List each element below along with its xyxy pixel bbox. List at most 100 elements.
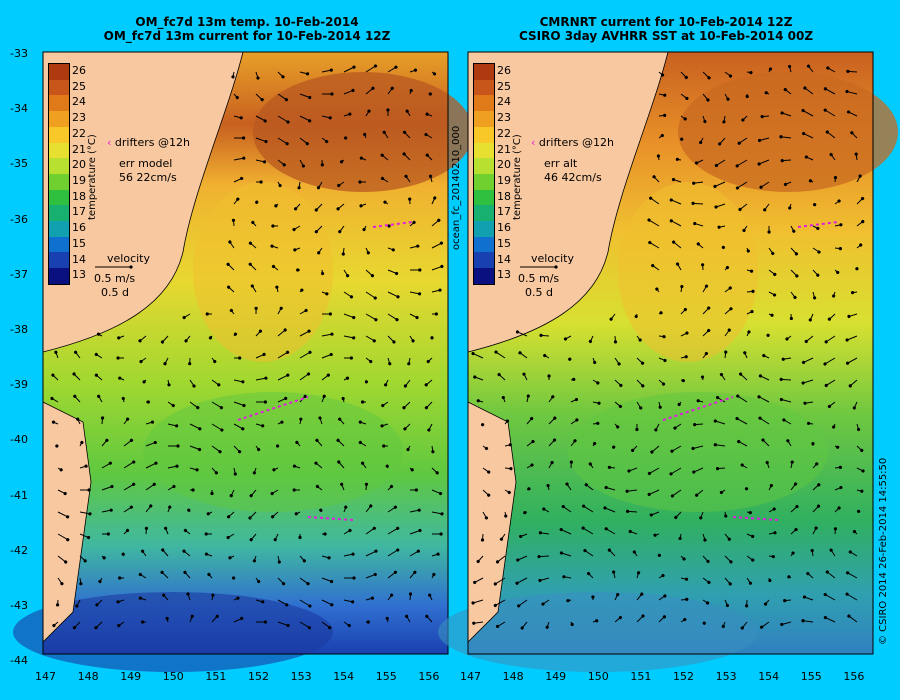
- colorbar-tick-label: 21: [72, 142, 86, 156]
- current-arrow: [856, 196, 865, 205]
- current-arrow: [315, 438, 323, 447]
- right-velocity-duration: 0.5 d: [525, 286, 553, 299]
- current-arrow: [299, 159, 305, 168]
- current-arrow: [680, 307, 687, 315]
- current-arrow: [482, 511, 488, 520]
- current-arrow: [670, 489, 682, 498]
- current-arrow: [636, 379, 645, 388]
- current-arrow: [542, 507, 550, 513]
- colorbar-tick-label: 16: [72, 221, 86, 235]
- current-arrow: [541, 599, 550, 606]
- current-arrow: [713, 443, 726, 447]
- current-arrow: [387, 548, 400, 557]
- left-mainland: [42, 51, 244, 353]
- current-arrow: [801, 379, 814, 385]
- current-arrow: [826, 66, 836, 73]
- colorbar-tick-label: 19: [72, 174, 86, 187]
- current-arrow: [251, 220, 257, 227]
- current-arrow: [783, 181, 792, 187]
- current-arrow: [321, 68, 333, 73]
- current-arrow: [691, 201, 704, 205]
- current-arrow: [702, 351, 708, 359]
- current-arrow: [255, 352, 266, 359]
- current-arrow: [757, 137, 770, 143]
- current-arrow: [694, 159, 704, 165]
- current-arrow: [255, 93, 264, 102]
- current-arrow: [228, 555, 235, 560]
- longitude-tick-label: 156: [418, 670, 440, 683]
- current-arrow: [737, 439, 748, 447]
- current-arrow: [211, 379, 221, 387]
- current-arrow: [57, 489, 67, 496]
- current-arrow: [543, 353, 550, 359]
- current-arrow: [548, 438, 557, 447]
- current-arrow: [693, 221, 704, 227]
- current-arrow: [255, 200, 259, 205]
- current-arrow: [140, 549, 147, 557]
- current-arrow: [123, 417, 130, 425]
- current-arrow: [648, 240, 660, 249]
- colorbar-tick-label: 21: [497, 142, 511, 156]
- current-arrow: [516, 555, 528, 562]
- right-warm-eddy: [618, 182, 758, 362]
- current-arrow: [850, 131, 858, 139]
- current-arrow: [161, 548, 169, 557]
- current-arrow: [570, 418, 579, 425]
- current-arrow: [343, 376, 350, 381]
- current-arrow: [494, 350, 506, 359]
- current-arrow: [852, 401, 858, 410]
- left-warm-eddy: [193, 182, 333, 362]
- current-arrow: [233, 115, 243, 120]
- current-arrow: [714, 203, 726, 209]
- current-arrow: [365, 109, 371, 117]
- current-arrow: [189, 467, 199, 472]
- current-arrow: [299, 372, 311, 381]
- current-arrow: [588, 462, 594, 469]
- current-arrow: [586, 571, 594, 579]
- current-arrow: [54, 350, 59, 359]
- current-arrow: [409, 570, 417, 579]
- current-arrow: [97, 394, 103, 403]
- current-arrow: [101, 438, 109, 447]
- current-arrow: [343, 505, 348, 513]
- current-arrow: [314, 225, 323, 234]
- current-arrow: [856, 423, 861, 432]
- current-arrow: [424, 379, 433, 387]
- current-arrow: [658, 71, 665, 77]
- current-arrow: [407, 357, 411, 366]
- current-arrow: [231, 71, 235, 79]
- current-arrow: [471, 599, 484, 605]
- current-arrow: [316, 181, 323, 190]
- current-arrow: [592, 441, 597, 447]
- current-arrow: [846, 110, 858, 117]
- current-arrow: [740, 463, 748, 469]
- current-arrow: [101, 461, 112, 469]
- current-arrow: [570, 621, 574, 627]
- current-arrow: [740, 621, 748, 630]
- current-arrow: [145, 504, 153, 513]
- current-arrow: [72, 621, 81, 630]
- current-arrow: [277, 306, 283, 315]
- colorbar-swatch: [474, 221, 494, 237]
- current-arrow: [592, 379, 600, 385]
- current-arrow: [812, 203, 817, 207]
- current-arrow: [482, 467, 491, 474]
- current-arrow: [823, 615, 836, 623]
- current-arrow: [211, 445, 222, 454]
- current-arrow: [680, 93, 689, 101]
- current-arrow: [724, 511, 728, 518]
- current-arrow: [365, 572, 377, 579]
- current-arrow: [123, 505, 133, 513]
- current-arrow: [714, 159, 726, 168]
- current-arrow: [431, 196, 437, 205]
- current-arrow: [341, 396, 345, 403]
- current-arrow: [252, 555, 257, 563]
- current-arrow: [431, 552, 440, 557]
- current-arrow: [101, 484, 114, 491]
- current-arrow: [680, 71, 688, 80]
- current-arrow: [405, 614, 411, 623]
- current-arrow: [409, 244, 420, 249]
- current-arrow: [277, 396, 288, 403]
- longitude-tick-label: 154: [333, 670, 355, 683]
- current-arrow: [702, 599, 710, 605]
